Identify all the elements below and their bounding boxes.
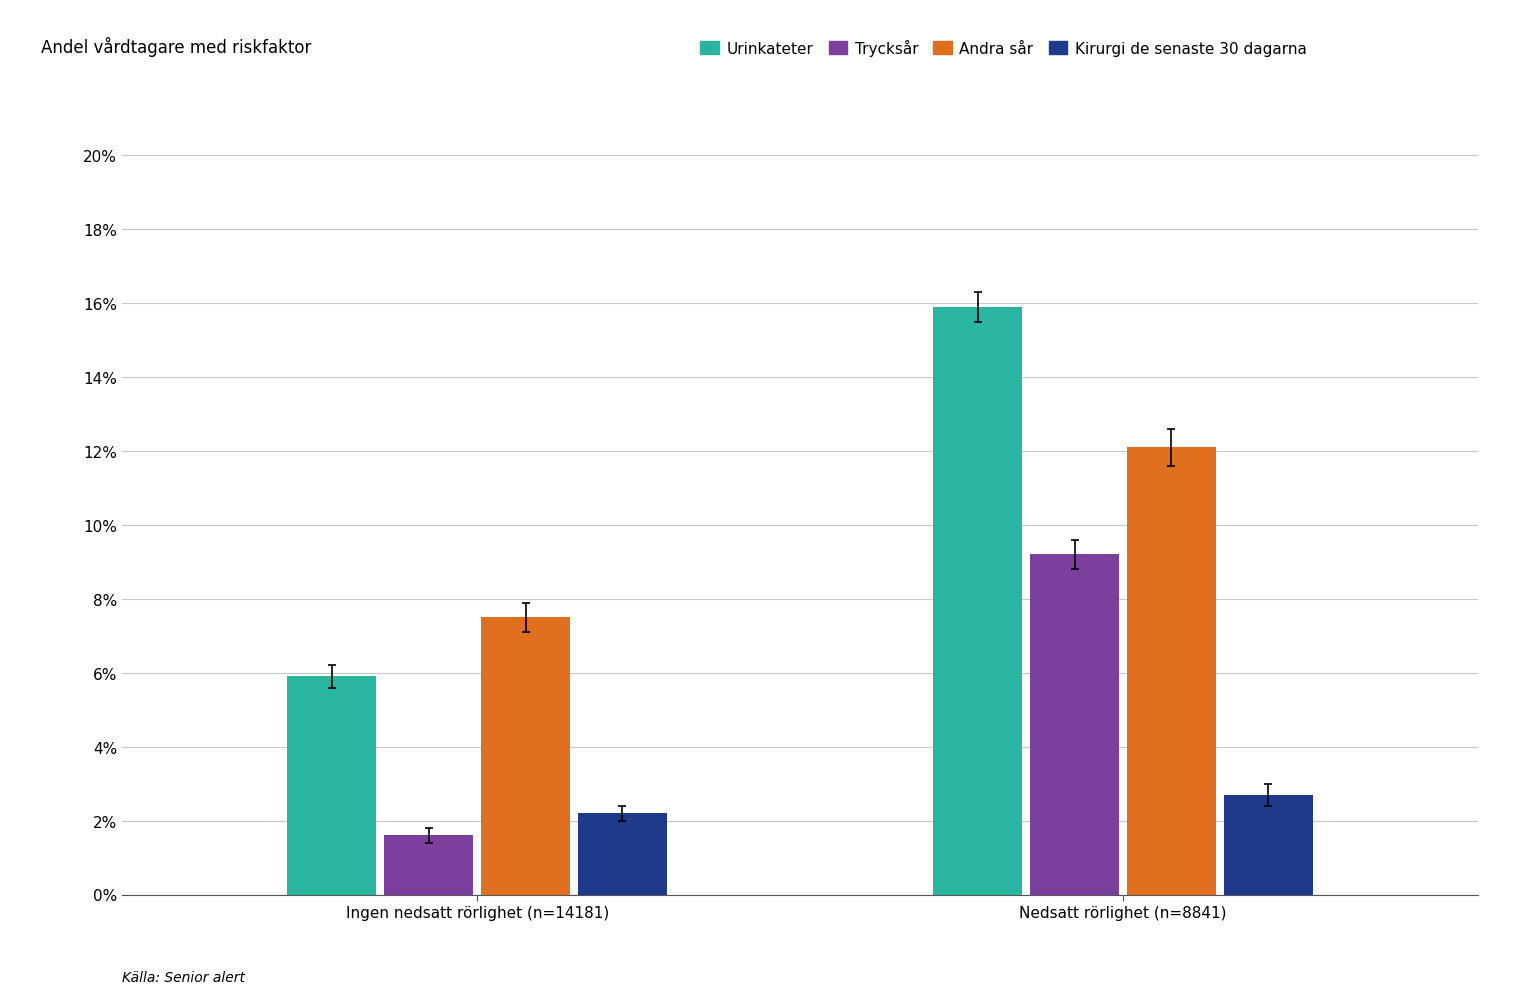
Bar: [1126, 448, 1216, 895]
Bar: [384, 836, 474, 895]
Text: Källa: Senior alert: Källa: Senior alert: [122, 970, 245, 984]
Bar: [1224, 795, 1314, 895]
Legend: Urinkateter, Trycksår, Andra sår, Kirurgi de senaste 30 dagarna: Urinkateter, Trycksår, Andra sår, Kirurg…: [695, 34, 1312, 63]
Text: Andel vårdtagare med riskfaktor: Andel vårdtagare med riskfaktor: [41, 37, 311, 58]
Bar: [1030, 555, 1119, 895]
Bar: [578, 813, 668, 895]
Bar: [933, 307, 1023, 895]
Bar: [482, 617, 570, 895]
Bar: [287, 677, 376, 895]
